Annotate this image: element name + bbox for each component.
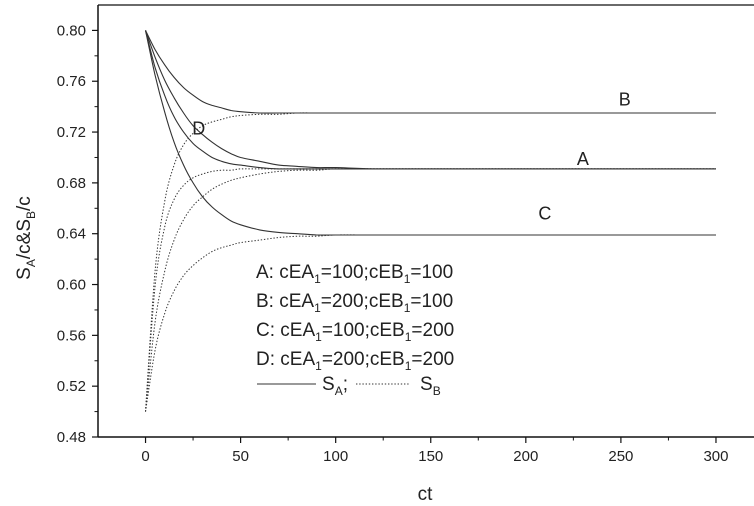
x-tick-label: 250 [608, 448, 633, 465]
x-tick-label: 0 [141, 448, 149, 465]
y-title-sub-a: A [24, 259, 38, 267]
legend-entry-part: =100 [410, 291, 453, 312]
legend-key-part: B [433, 384, 441, 398]
legend-entry-part: B: cEA [256, 291, 314, 312]
legend-entry-part: 1 [404, 272, 411, 286]
legend-key-sa-label: SA; [322, 374, 348, 398]
series-line-d-sb [145, 168, 716, 412]
y-tick-label: 0.68 [57, 175, 86, 192]
legend-entry-part: =200 [411, 349, 454, 370]
curve-label-b: B [619, 89, 631, 109]
legend-key-part: ; [343, 374, 348, 395]
legend-entry-3: C: cEA1=100;cEB1=200 [256, 320, 454, 344]
legend-entry-part: 1 [314, 301, 321, 315]
legend-entry-part: 1 [315, 359, 322, 373]
legend-entry-part: 1 [314, 272, 321, 286]
legend-entry-2: B: cEA1=200;cEB1=100 [256, 291, 453, 315]
legend-entry-part: 1 [405, 359, 412, 373]
legend-entry-part: A: cEA [256, 262, 314, 283]
y-tick-label: 0.80 [57, 22, 86, 39]
legend-entry-part: =100;cEB [322, 320, 405, 341]
y-axis: 0.48 0.52 0.56 0.60 0.64 0.68 0.72 0.76 0.80 [57, 22, 98, 446]
x-axis: 0 50 100 150 200 250 300 [141, 437, 728, 465]
y-axis-title: SA/c&SB/c [14, 196, 38, 280]
x-tick-label: 50 [232, 448, 249, 465]
legend-entry-part: 1 [404, 301, 411, 315]
plot-frame [97, 4, 754, 438]
x-axis-title: ct [418, 484, 434, 505]
x-tick-label: 150 [418, 448, 443, 465]
series-line-c-sa [144, 30, 716, 236]
legend-entry-part: 1 [405, 330, 412, 344]
series-line-b-sb [145, 112, 716, 412]
legend-entry-part: =200 [411, 320, 454, 341]
y-tick-label: 0.52 [57, 378, 86, 395]
series-line-b-sa [145, 30, 716, 114]
curve-label-d: D [192, 119, 205, 139]
legend-entry-part: D: cEA [256, 349, 315, 370]
y-tick-label: 0.76 [57, 73, 86, 90]
x-tick-label: 200 [513, 448, 538, 465]
y-tick-label: 0.56 [57, 327, 86, 344]
series-layer [144, 30, 716, 412]
curve-label-c: C [538, 204, 551, 224]
series-line-a-sb [145, 168, 716, 412]
curve-labels: B A C D [192, 89, 630, 223]
legend-entry-4: D: cEA1=200;cEB1=200 [256, 349, 454, 373]
series-line-d-sa [144, 30, 716, 170]
curve-label-a: A [577, 149, 589, 169]
y-title-end: /c [14, 196, 35, 211]
y-title-sub-b: B [24, 211, 38, 219]
legend-entry-part: =200;cEB [322, 349, 405, 370]
y-tick-label: 0.72 [57, 124, 86, 141]
legend-key-part: S [322, 374, 335, 395]
legend-entry-part: =100 [410, 262, 453, 283]
y-title-s1: S [14, 267, 35, 280]
legend-key-part: A [335, 384, 343, 398]
legend-entry-part: =200;cEB [321, 291, 404, 312]
legend-key-sb-label: SB [420, 374, 441, 398]
legend-entry-1: A: cEA1=100;cEB1=100 [256, 262, 453, 286]
legend-entry-part: =100;cEB [321, 262, 404, 283]
legend-key-part: S [420, 374, 433, 395]
legend-entry-part: 1 [315, 330, 322, 344]
y-title-mid: /c&S [14, 219, 35, 259]
x-tick-label: 100 [323, 448, 348, 465]
y-tick-label: 0.64 [57, 226, 86, 243]
legend-entry-part: C: cEA [256, 320, 315, 341]
y-tick-label: 0.60 [57, 277, 86, 294]
y-tick-label: 0.48 [57, 429, 86, 446]
x-tick-label: 300 [703, 448, 728, 465]
